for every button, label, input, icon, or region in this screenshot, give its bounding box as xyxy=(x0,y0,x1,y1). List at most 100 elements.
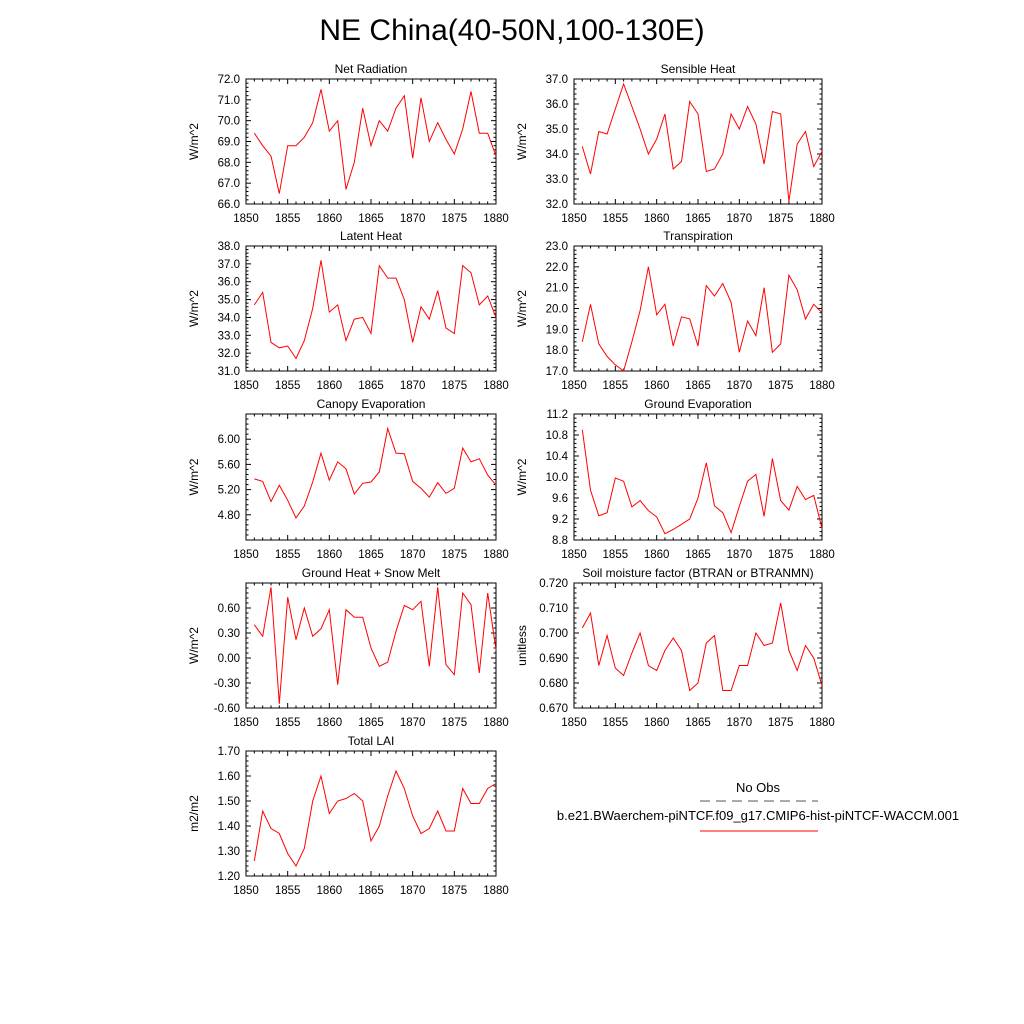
y-tick-label: 6.00 xyxy=(218,434,240,446)
panel-title: Ground Evaporation xyxy=(644,397,751,411)
chart-panel: Latent Heat W/m^2 1850 1855 1860 1865 1870 1875… xyxy=(187,229,509,392)
y-tick-label: 20.0 xyxy=(546,304,568,316)
y-tick-label: 23.0 xyxy=(546,241,568,253)
x-tick-label: 1875 xyxy=(768,549,794,561)
x-tick-label: 1850 xyxy=(233,717,259,729)
y-tick-label: 4.80 xyxy=(218,510,240,522)
chart-panel: Soil moisture factor (BTRAN or BTRANMN) u… xyxy=(515,566,835,729)
x-tick-label: 1880 xyxy=(483,717,509,729)
x-tick-label: 1875 xyxy=(442,549,468,561)
y-tick-label: 0.690 xyxy=(539,653,568,665)
y-tick-label: 10.0 xyxy=(546,472,568,484)
series-line xyxy=(253,260,497,360)
panel-title: Total LAI xyxy=(348,734,395,748)
chart-panel: Ground Evaporation W/m^2 1850 1855 1860 1865 1… xyxy=(515,397,835,561)
y-tick-label: 32.0 xyxy=(218,348,240,360)
x-tick-label: 1860 xyxy=(317,380,343,392)
x-tick-label: 1860 xyxy=(317,885,343,897)
x-tick-label: 1850 xyxy=(561,380,587,392)
panel-title: Transpiration xyxy=(663,229,733,243)
y-tick-label: 36.0 xyxy=(546,99,568,111)
y-tick-label: 32.0 xyxy=(546,199,568,211)
panel-title: Ground Heat + Snow Melt xyxy=(302,566,441,580)
x-tick-label: 1850 xyxy=(561,213,587,225)
y-axis-label: W/m^2 xyxy=(187,123,201,160)
y-tick-label: 35.0 xyxy=(546,124,568,136)
y-tick-label: 35.0 xyxy=(218,295,240,307)
y-tick-label: -0.60 xyxy=(214,703,240,715)
y-tick-label: 36.0 xyxy=(218,277,240,289)
x-tick-label: 1860 xyxy=(317,213,343,225)
series-line xyxy=(253,587,497,704)
panels-group: Net Radiation W/m^2 1850 1855 1860 1865 1870 18… xyxy=(187,62,835,897)
plot-frame xyxy=(573,413,823,541)
y-tick-label: 0.710 xyxy=(539,603,568,615)
series-line xyxy=(581,82,823,202)
y-tick-label: 5.60 xyxy=(218,459,240,471)
panel-title: Canopy Evaporation xyxy=(317,397,426,411)
series-line xyxy=(581,602,823,692)
x-tick-label: 1855 xyxy=(603,717,629,729)
x-tick-label: 1850 xyxy=(233,549,259,561)
plot-frame xyxy=(245,245,497,372)
x-tick-label: 1865 xyxy=(358,717,384,729)
y-tick-label: 38.0 xyxy=(218,241,240,253)
y-tick-label: 70.0 xyxy=(218,116,240,128)
x-tick-label: 1855 xyxy=(603,549,629,561)
y-tick-label: 34.0 xyxy=(218,312,240,324)
panel-title: Sensible Heat xyxy=(661,62,736,76)
y-axis-label: W/m^2 xyxy=(515,290,529,327)
y-tick-label: 11.2 xyxy=(546,409,568,421)
y-tick-label: -0.30 xyxy=(214,678,240,690)
x-tick-label: 1860 xyxy=(317,549,343,561)
y-tick-label: 9.2 xyxy=(552,514,568,526)
x-tick-label: 1860 xyxy=(644,717,670,729)
plot-frame xyxy=(245,413,497,541)
x-tick-label: 1855 xyxy=(603,213,629,225)
x-tick-label: 1880 xyxy=(809,549,835,561)
y-tick-label: 1.70 xyxy=(218,746,240,758)
x-tick-label: 1855 xyxy=(275,213,301,225)
x-tick-label: 1865 xyxy=(685,549,711,561)
series-line xyxy=(254,426,497,519)
x-tick-label: 1870 xyxy=(400,885,426,897)
series-line xyxy=(581,429,823,535)
y-tick-label: 19.0 xyxy=(546,324,568,336)
plot-frame xyxy=(245,750,497,877)
x-tick-label: 1865 xyxy=(358,549,384,561)
x-tick-label: 1875 xyxy=(768,717,794,729)
y-tick-label: 1.30 xyxy=(218,846,240,858)
y-tick-label: 5.20 xyxy=(218,485,240,497)
chart-panel: Total LAI m2/m2 1850 1855 1860 1865 1870 1875 18… xyxy=(187,734,509,897)
y-tick-label: 9.6 xyxy=(552,493,568,505)
y-tick-label: 10.4 xyxy=(546,451,569,463)
y-axis-label: W/m^2 xyxy=(187,290,201,327)
x-tick-label: 1875 xyxy=(768,213,794,225)
x-tick-label: 1880 xyxy=(483,213,509,225)
y-tick-label: 1.20 xyxy=(218,871,240,883)
legend: No Obs b.e21.BWaerchem-piNTCF.f09_g17.CM… xyxy=(557,780,959,832)
x-tick-label: 1850 xyxy=(561,549,587,561)
y-tick-label: 18.0 xyxy=(546,345,568,357)
panel-title: Latent Heat xyxy=(340,229,403,243)
x-tick-label: 1880 xyxy=(483,885,509,897)
x-tick-label: 1865 xyxy=(358,213,384,225)
y-tick-label: 1.50 xyxy=(218,796,240,808)
y-tick-label: 1.60 xyxy=(218,771,240,783)
x-tick-label: 1850 xyxy=(233,885,259,897)
y-tick-label: 22.0 xyxy=(546,262,568,274)
x-tick-label: 1875 xyxy=(768,380,794,392)
y-tick-label: 33.0 xyxy=(546,174,568,186)
y-tick-label: 37.0 xyxy=(218,259,240,271)
x-tick-label: 1865 xyxy=(685,213,711,225)
chart-panel: Canopy Evaporation W/m^2 1850 1855 1860 1865 1… xyxy=(187,397,509,561)
x-tick-label: 1855 xyxy=(275,885,301,897)
x-tick-label: 1850 xyxy=(233,380,259,392)
y-tick-label: 33.0 xyxy=(218,330,240,342)
y-tick-label: 0.680 xyxy=(539,678,568,690)
x-tick-label: 1875 xyxy=(442,213,468,225)
y-tick-label: 67.0 xyxy=(218,178,240,190)
y-tick-label: 72.0 xyxy=(218,74,240,86)
legend-model-label: b.e21.BWaerchem-piNTCF.f09_g17.CMIP6-his… xyxy=(557,808,959,823)
x-tick-label: 1860 xyxy=(644,549,670,561)
